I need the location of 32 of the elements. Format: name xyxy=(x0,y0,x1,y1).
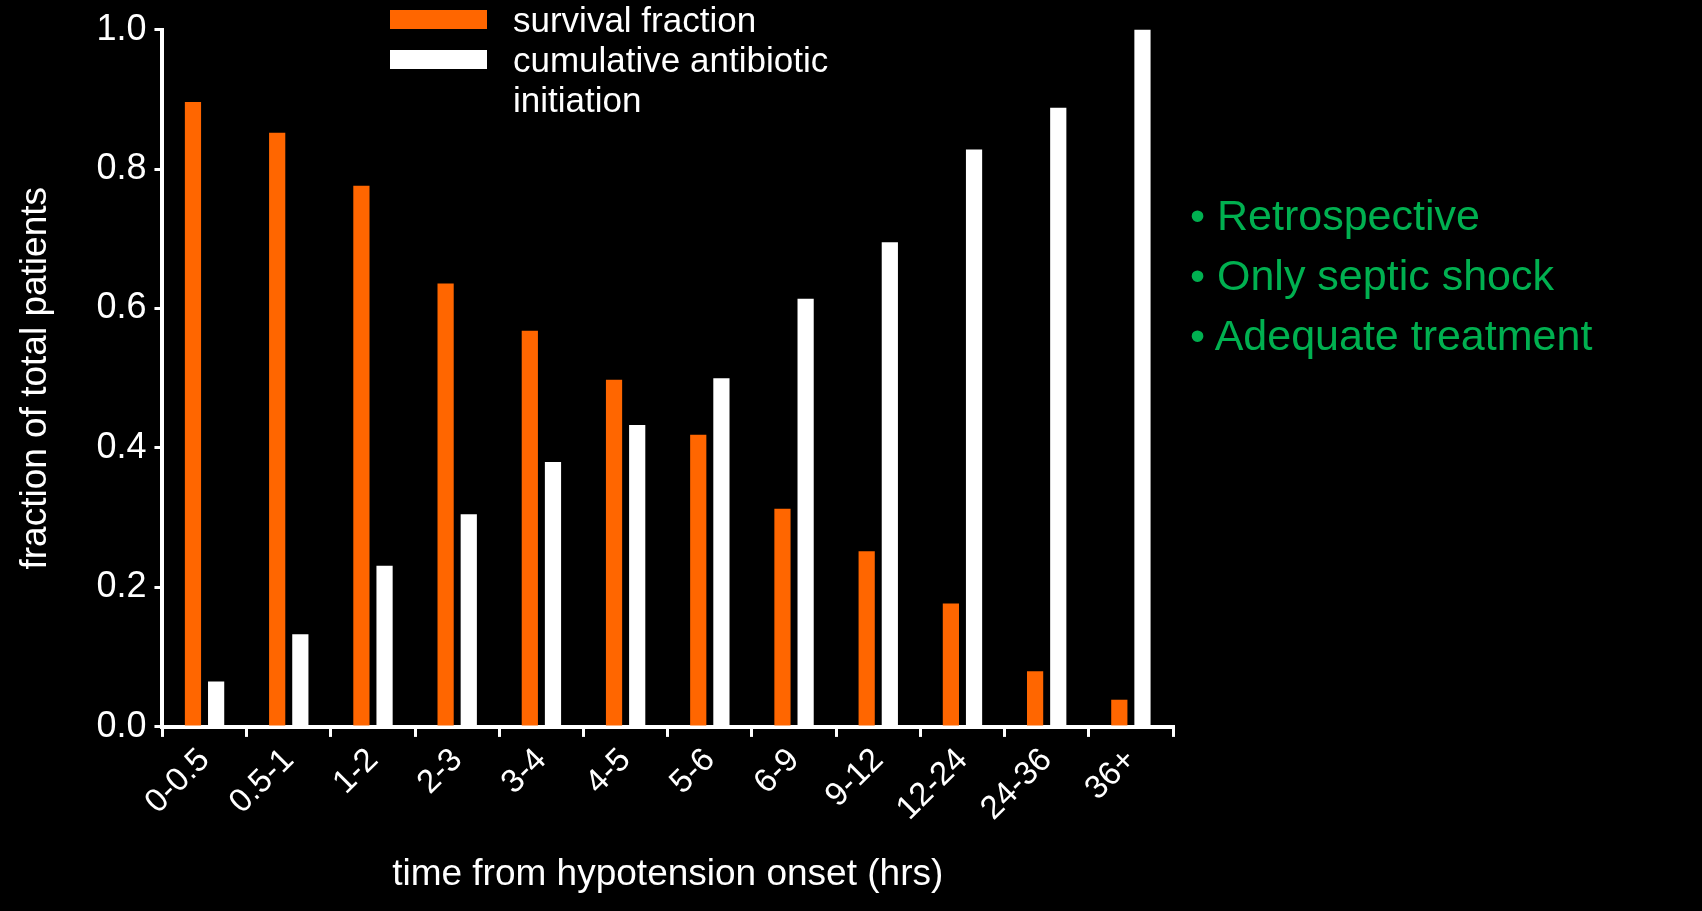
y-axis-title: fraction of total patients xyxy=(13,186,55,570)
bar xyxy=(269,132,286,726)
bar xyxy=(521,330,538,726)
bar xyxy=(1111,699,1128,726)
text: • Only septic shock xyxy=(1190,250,1555,301)
legend-label: cumulative antibiotic initiation xyxy=(513,40,830,120)
x-tick-label: 36+ xyxy=(1076,740,1143,806)
bar xyxy=(858,551,875,726)
x-tick-label: 5-6 xyxy=(661,740,722,801)
y-tick-label: 0.6 xyxy=(96,285,147,327)
y-tick-label: 0.8 xyxy=(96,145,147,187)
y-tick-label: 0.2 xyxy=(96,564,147,606)
text: • Retrospective xyxy=(1190,190,1481,241)
y-tick-label: 0.4 xyxy=(96,424,147,466)
bar xyxy=(184,102,202,726)
bar xyxy=(353,185,370,726)
text: • Adequate treatment xyxy=(1190,310,1593,361)
bar xyxy=(690,434,707,726)
x-tick-label: 2-3 xyxy=(408,740,469,801)
bar xyxy=(605,379,623,726)
bar xyxy=(437,283,454,726)
y-tick-label: 0.0 xyxy=(96,703,147,745)
x-axis-title: time from hypotension onset (hrs) xyxy=(392,852,944,893)
x-tick-label: 3-4 xyxy=(492,740,553,801)
x-tick-label: 6-9 xyxy=(745,740,806,801)
bar xyxy=(1027,671,1044,726)
bar xyxy=(774,508,791,726)
bar xyxy=(942,603,959,726)
legend-label: survival fraction xyxy=(513,0,758,40)
y-tick-label: 1.0 xyxy=(96,6,147,48)
x-tick-label: 4-5 xyxy=(577,740,637,801)
x-tick-label: 1-2 xyxy=(324,740,385,801)
